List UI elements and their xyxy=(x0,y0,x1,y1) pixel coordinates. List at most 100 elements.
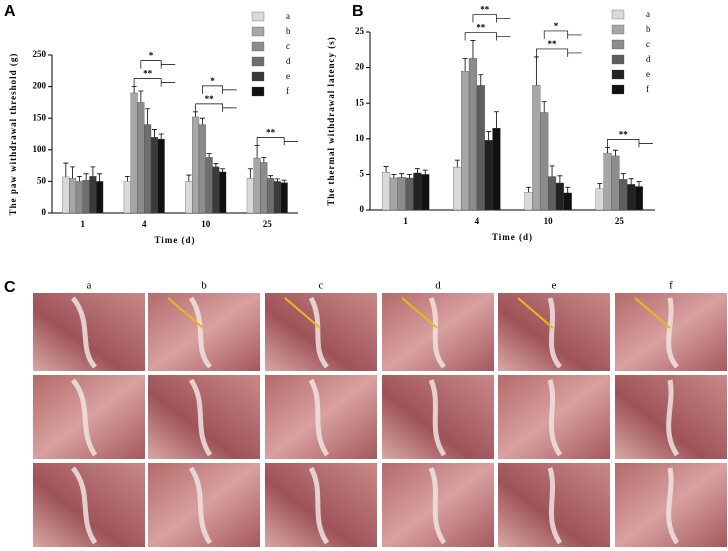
column-label: c xyxy=(319,280,324,292)
error-bar xyxy=(478,74,484,86)
significance-label: * xyxy=(149,51,154,61)
bar xyxy=(137,102,145,214)
nerve xyxy=(308,466,330,545)
x-tick-label: 1 xyxy=(81,219,86,229)
column-label: d xyxy=(435,280,441,292)
bar xyxy=(130,92,138,214)
x-tick-label: 25 xyxy=(263,219,273,229)
arrow xyxy=(167,297,204,329)
error-bar xyxy=(636,181,642,187)
bar xyxy=(413,172,422,211)
bar xyxy=(157,138,165,214)
legend-label: c xyxy=(286,41,290,51)
legend-label: d xyxy=(286,56,291,66)
error-bar xyxy=(526,186,532,193)
bar xyxy=(492,127,501,211)
legend-label: b xyxy=(286,26,291,36)
significance-label: * xyxy=(210,76,215,86)
y-tick-label: 0 xyxy=(42,207,47,217)
bar xyxy=(280,182,288,214)
error-bar xyxy=(268,175,274,179)
nerve xyxy=(308,296,329,369)
bar xyxy=(198,124,206,214)
nerve xyxy=(188,378,213,457)
error-bar xyxy=(261,156,267,163)
photo-grid xyxy=(33,293,727,547)
legend-label: f xyxy=(286,86,289,96)
significance-label: ** xyxy=(548,39,558,49)
legend-swatch xyxy=(251,71,265,82)
bar xyxy=(205,157,213,214)
column-label: e xyxy=(552,280,557,292)
error-bar xyxy=(274,178,280,182)
nerve xyxy=(547,467,563,545)
bar xyxy=(476,85,485,211)
legend-label: f xyxy=(646,84,649,94)
bar xyxy=(540,112,549,211)
legend-label: a xyxy=(286,11,290,21)
significance-label: ** xyxy=(205,94,215,104)
significance-bracket xyxy=(256,137,299,146)
error-bar xyxy=(138,90,144,103)
legend-swatch xyxy=(611,84,625,95)
error-bar xyxy=(97,173,103,182)
arrow xyxy=(517,297,554,329)
legend-swatch xyxy=(251,86,265,97)
significance-label: ** xyxy=(480,5,490,15)
significance-label: ** xyxy=(266,127,276,137)
error-bar xyxy=(407,174,413,178)
bar xyxy=(453,167,462,211)
error-bar xyxy=(399,173,405,178)
significance-label: ** xyxy=(143,69,153,79)
y-tick-label: 10 xyxy=(355,133,365,143)
y-tick-label: 150 xyxy=(33,112,47,122)
legend-label: a xyxy=(646,9,650,19)
bar xyxy=(273,181,281,214)
error-bar xyxy=(454,159,460,168)
error-bar xyxy=(470,40,476,59)
bar xyxy=(69,178,77,214)
error-bar xyxy=(565,186,571,193)
nerve xyxy=(70,466,98,545)
bar xyxy=(524,192,533,211)
error-bar xyxy=(124,175,130,182)
error-bar xyxy=(486,131,492,141)
nerve xyxy=(666,467,680,545)
nerve xyxy=(188,296,212,369)
significance-bracket xyxy=(536,48,582,57)
legend-swatch xyxy=(611,9,625,20)
x-tick-label: 4 xyxy=(475,216,480,226)
bar xyxy=(532,85,541,211)
significance-bracket xyxy=(607,138,653,148)
error-bar xyxy=(206,153,212,158)
error-bar xyxy=(612,149,618,156)
bar xyxy=(260,162,268,214)
bar xyxy=(461,71,470,211)
bar xyxy=(603,152,612,211)
bar xyxy=(619,179,628,211)
bar xyxy=(421,174,430,211)
error-bar xyxy=(383,166,389,173)
bar xyxy=(468,58,478,211)
nerve xyxy=(70,296,97,369)
bar xyxy=(547,176,557,211)
bar xyxy=(192,116,200,214)
bar xyxy=(82,179,90,214)
error-bar xyxy=(533,56,539,86)
arrow xyxy=(634,297,671,329)
bar xyxy=(397,177,406,211)
y-tick-label: 50 xyxy=(37,175,47,185)
error-bar xyxy=(83,173,89,181)
error-bar xyxy=(414,168,420,173)
y-tick-label: 15 xyxy=(355,97,365,107)
bar xyxy=(185,181,193,214)
arrow xyxy=(284,297,321,329)
bar xyxy=(62,176,70,214)
error-bar xyxy=(186,174,192,182)
legend-swatch xyxy=(251,56,265,67)
legend-label: b xyxy=(646,24,651,34)
x-tick-label: 10 xyxy=(544,216,554,226)
legend-swatch xyxy=(611,69,625,80)
bar xyxy=(563,192,572,211)
error-bar xyxy=(605,146,611,154)
